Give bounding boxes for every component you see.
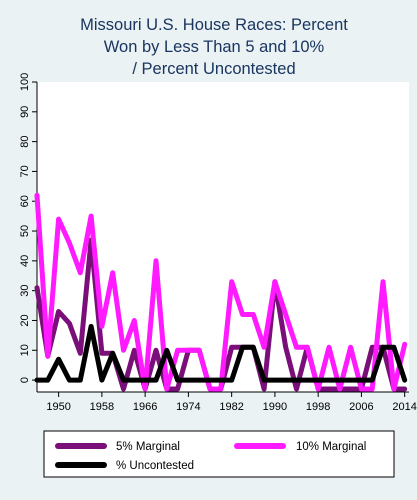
y-tick-label: 50 — [19, 225, 31, 237]
y-tick-label: 80 — [19, 135, 31, 147]
legend-label-10pct: 10% Marginal — [296, 441, 366, 453]
x-tick-label: 1982 — [219, 401, 243, 413]
x-tick-label: 2014 — [392, 401, 416, 413]
x-tick-label: 1990 — [263, 401, 287, 413]
y-tick-label: 30 — [19, 285, 31, 297]
chart-title-line-2: Won by Less Than 5 and 10% — [104, 38, 325, 56]
x-tick-label: 1966 — [133, 401, 157, 413]
legend-label-5pct: 5% Marginal — [116, 441, 180, 453]
y-tick-label: 100 — [19, 73, 31, 91]
y-tick-label: 20 — [19, 314, 31, 326]
x-tick-label: 2006 — [349, 401, 373, 413]
y-tick-label: 0 — [19, 377, 31, 383]
y-tick-label: 60 — [19, 195, 31, 207]
chart-title-line-1: Missouri U.S. House Races: Percent — [80, 16, 348, 34]
y-tick-label: 70 — [19, 165, 31, 177]
legend-box — [43, 430, 395, 478]
y-tick-label: 40 — [19, 255, 31, 267]
x-tick-label: 1950 — [46, 401, 70, 413]
series-line-uncontested — [34, 323, 408, 383]
y-tick-label: 90 — [19, 106, 31, 118]
x-tick-label: 1958 — [90, 401, 114, 413]
series-line-10-marginal — [34, 192, 408, 392]
y-tick-label: 10 — [19, 344, 31, 356]
legend-label-uncontested: % Uncontested — [116, 460, 194, 472]
x-tick-label: 1998 — [306, 401, 330, 413]
x-tick-label: 1974 — [176, 401, 200, 413]
x-axis-ticks: 1950 1958 1966 1974 1982 1990 1998 2006 2014 — [46, 392, 417, 413]
y-axis-ticks: 0 10 20 30 40 50 60 70 80 90 100 — [19, 73, 37, 383]
series-lines — [34, 192, 408, 392]
legend: 5% Marginal 10% Marginal % Uncontested — [43, 430, 395, 478]
chart-title-line-3: / Percent Uncontested — [132, 60, 295, 78]
